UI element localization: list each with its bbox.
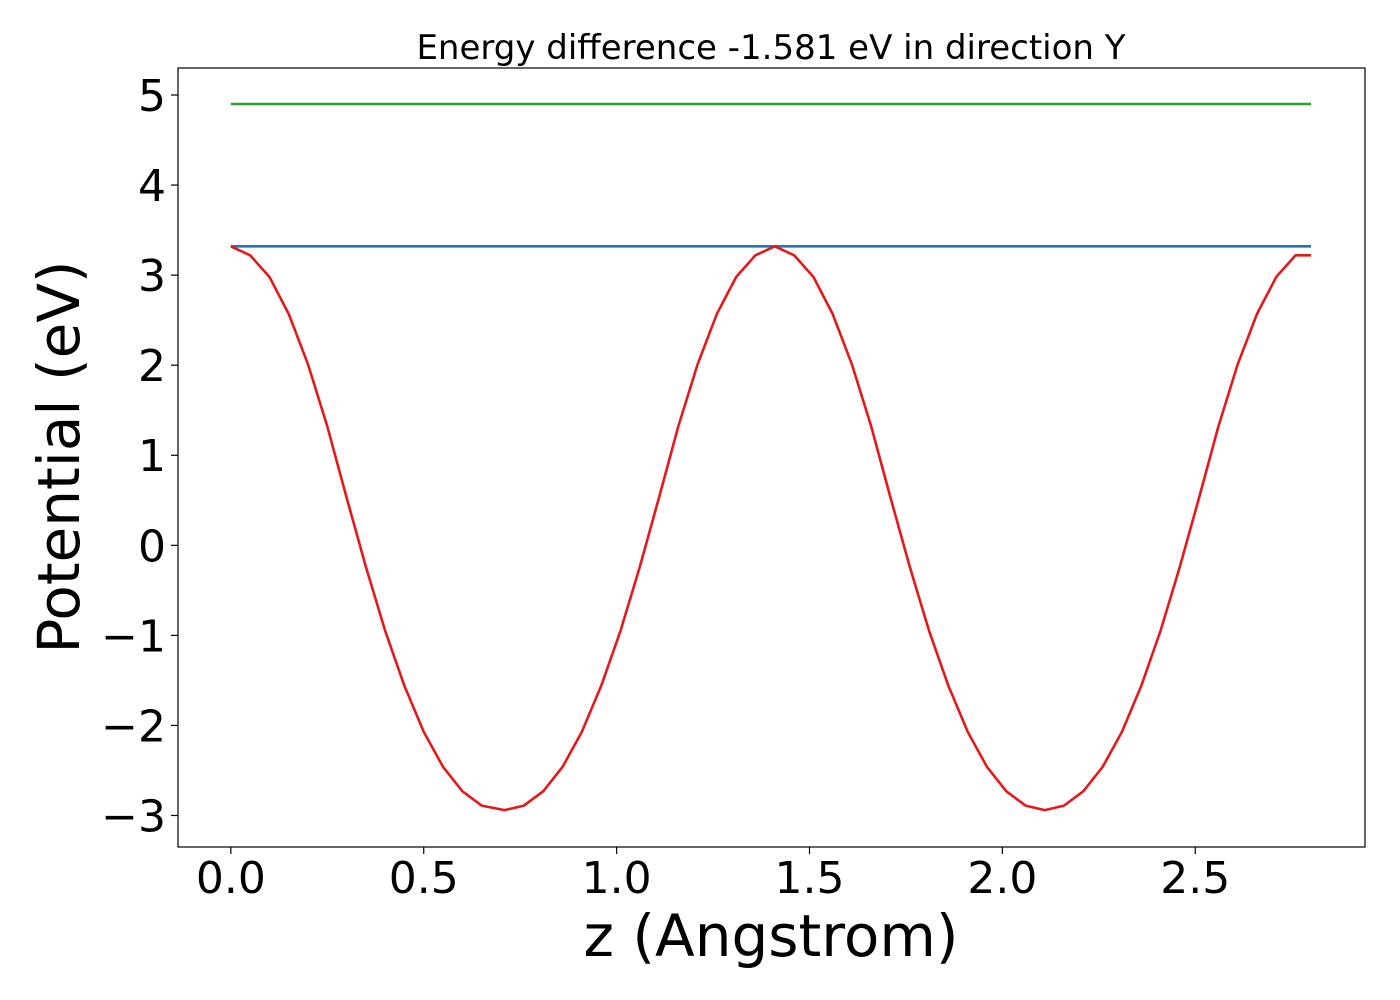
y-axis: −3 −2 −1 0 1 2 3 4 5 (101, 71, 178, 842)
y-tick-label: 1 (138, 431, 166, 482)
x-axis-label: z (Angstrom) (584, 902, 959, 970)
y-tick-label: 4 (138, 161, 166, 212)
x-tick-label: 1.0 (582, 853, 652, 904)
y-tick-label: −3 (101, 791, 166, 842)
y-tick-label: 2 (138, 341, 166, 392)
y-tick-label: 3 (138, 251, 166, 302)
x-tick-label: 1.5 (775, 853, 845, 904)
plot-area (230, 102, 1311, 812)
x-tick-label: 0.0 (196, 853, 266, 904)
x-tick-label: 2.0 (967, 853, 1037, 904)
y-tick-label: 0 (138, 521, 166, 572)
x-tick-label: 0.5 (389, 853, 459, 904)
red-potential-curve (230, 245, 1311, 812)
y-axis-label: Potential (eV) (25, 260, 93, 653)
chart-title: Energy difference -1.581 eV in direction… (416, 28, 1125, 68)
y-tick-label: 5 (138, 71, 166, 122)
x-axis: 0.0 0.5 1.0 1.5 2.0 2.5 (196, 847, 1230, 904)
y-tick-label: −2 (101, 701, 166, 752)
y-tick-label: −1 (101, 611, 166, 662)
axes-frame (177, 67, 1366, 848)
x-tick-label: 2.5 (1160, 853, 1230, 904)
